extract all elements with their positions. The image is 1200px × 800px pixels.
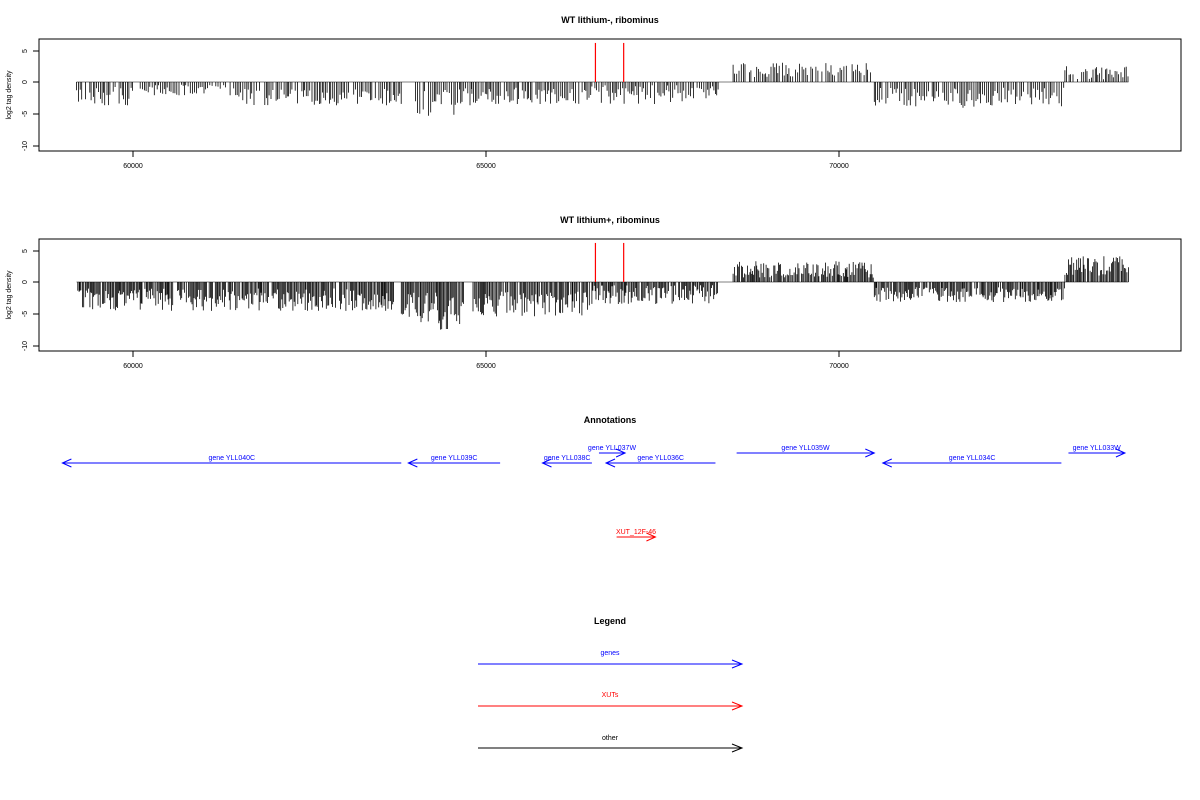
annotation-gene: gene YLL034C (881, 455, 1062, 468)
arrow-left-icon (541, 458, 552, 468)
feature-label: gene YLL036C (637, 455, 684, 462)
annotation-gene: gene YLL035W (736, 445, 876, 458)
y-tick-label: 5 (22, 249, 29, 253)
y-tick-label: -10 (22, 141, 29, 151)
panel-lithium-plus: WT lithium+, ribominus log2 tag density … (6, 215, 1182, 370)
x-tick-label: 65000 (476, 163, 496, 170)
arrow-right-icon (1115, 448, 1127, 458)
legend-item-other: other (478, 735, 744, 753)
legend-title: Legend (594, 616, 626, 626)
x-tick-label: 60000 (123, 363, 143, 370)
legend-item-xuts: XUTs (478, 692, 744, 711)
y-axis: 5 0 -5 -10 (22, 249, 40, 351)
arrow-left-icon (61, 458, 72, 468)
feature-label: gene YLL033W (1073, 445, 1122, 452)
legend: Legend genes XUTs other (478, 616, 744, 753)
arrow-right-icon (865, 448, 876, 458)
x-axis: 60000 65000 70000 (123, 350, 849, 370)
y-tick-label: -5 (22, 111, 29, 117)
arrow-right-icon (646, 532, 657, 542)
feature-label: gene YLL035W (781, 445, 830, 452)
y-tick-label: -10 (22, 341, 29, 351)
x-tick-label: 70000 (829, 363, 849, 370)
arrow-right-icon (615, 448, 627, 458)
annotation-gene: gene YLL038C (541, 455, 592, 468)
y-tick-label: 0 (22, 280, 29, 284)
feature-label: gene YLL040C (209, 455, 256, 462)
annotation-gene: gene YLL037W (588, 445, 637, 458)
legend-label: genes (600, 650, 620, 657)
y-tick-label: -5 (22, 311, 29, 317)
feature-label: gene YLL038C (544, 455, 591, 462)
bar-series (76, 42, 1129, 116)
annotations-title: Annotations (584, 415, 637, 425)
arrow-right-icon (731, 659, 744, 669)
panel-title: WT lithium+, ribominus (560, 215, 660, 225)
arrow-right-icon (731, 701, 744, 711)
feature-label: gene YLL034C (949, 455, 996, 462)
arrow-left-icon (881, 458, 892, 468)
legend-label: XUTs (602, 692, 619, 699)
y-axis-label: log2 tag density (6, 270, 13, 320)
panel-title: WT lithium-, ribominus (561, 15, 659, 25)
feature-label: gene YLL037W (588, 445, 637, 452)
y-tick-label: 5 (22, 49, 29, 53)
annotation-xut: XUT_12F-46 (616, 529, 657, 542)
panel-lithium-minus: WT lithium-, ribominus log2 tag density … (6, 15, 1182, 170)
x-axis: 60000 65000 70000 (123, 150, 849, 170)
annotation-gene: gene YLL039C (407, 455, 501, 468)
y-axis-label: log2 tag density (6, 70, 13, 120)
x-tick-label: 70000 (829, 163, 849, 170)
legend-item-genes: genes (478, 650, 744, 669)
annotation-gene: gene YLL040C (61, 455, 402, 468)
feature-label: XUT_12F-46 (616, 529, 656, 536)
arrow-right-icon (731, 743, 744, 753)
annotations-panel: Annotations gene YLL040C gene YLL039C gene… (61, 415, 1127, 542)
bar-series (76, 242, 1129, 330)
feature-label: gene YLL039C (431, 455, 478, 462)
annotation-features: gene YLL040C gene YLL039C gene YLL038C gene… (61, 445, 1127, 542)
arrow-left-icon (407, 458, 418, 468)
legend-label: other (602, 735, 619, 742)
annotation-gene: gene YLL033W (1068, 445, 1127, 458)
x-tick-label: 60000 (123, 163, 143, 170)
y-axis: 5 0 -5 -10 (22, 49, 40, 151)
x-tick-label: 65000 (476, 363, 496, 370)
annotation-gene: gene YLL036C (604, 455, 716, 468)
y-tick-label: 0 (22, 80, 29, 84)
arrow-left-icon (604, 458, 616, 468)
